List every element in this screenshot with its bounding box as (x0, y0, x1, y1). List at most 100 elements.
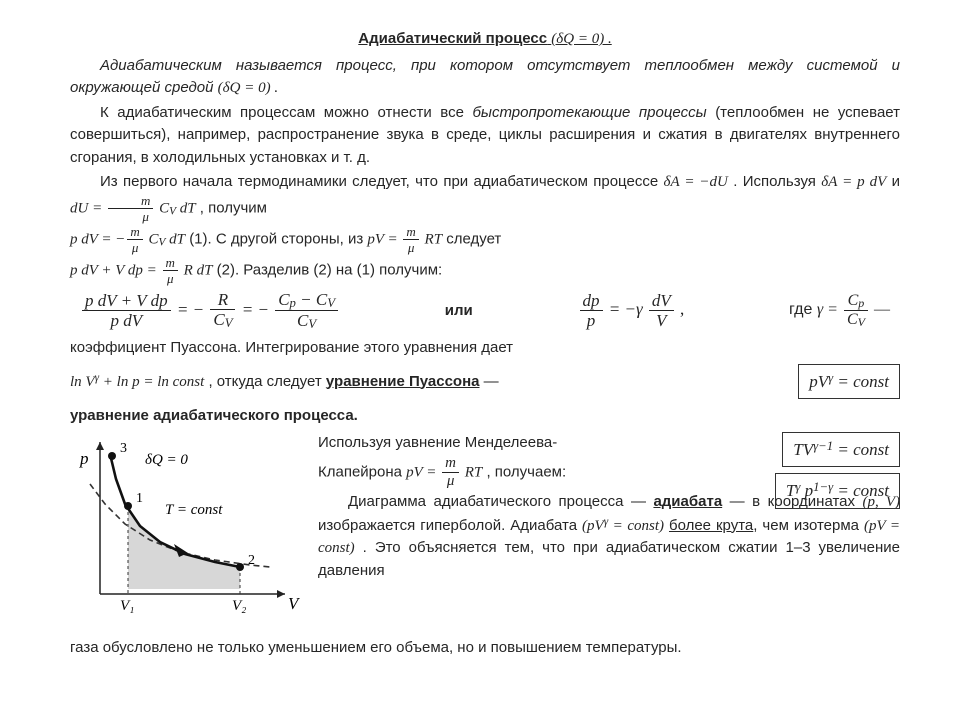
point-1 (124, 502, 132, 510)
p1-formula: (δQ = 0) . (218, 80, 278, 96)
bigeq-right2: где γ = CpCV — (789, 293, 890, 328)
p5-eq6-den: μ (163, 271, 178, 285)
p5-eq6-num: m (163, 256, 178, 271)
poisson-box: pVγ = const (798, 364, 900, 400)
bottom-para: газа обусловлено не только уменьшением е… (70, 637, 900, 660)
r1-eqr: RT (461, 464, 482, 480)
page-title: Адиабатический процесс (δQ = 0) . (70, 28, 900, 51)
bigeq-f3da: C (297, 311, 308, 330)
l7-ul: уравнение Пуассона (326, 373, 480, 390)
p5-eq6-l: p dV + V dp = (70, 262, 161, 278)
r1-eql: pV = (406, 464, 440, 480)
p2-a: К адиабатическим процессам можно отнести… (100, 104, 472, 121)
bigeq-f5n: dV (649, 292, 674, 311)
para-poisson-coef: коэффициент Пуассона. Интегрирование это… (70, 337, 900, 360)
label-2: 2 (248, 553, 255, 568)
p4-eq4-l: p dV = − (70, 231, 125, 247)
r2-c: изображается гиперболой. Адиабата (318, 517, 582, 534)
p3-mid1: . Используя (733, 173, 821, 190)
p4-eq4-mid: C (145, 231, 159, 247)
p2-b: быстропротекающие процессы (472, 104, 706, 121)
r2-a: Диаграмма адиабатического процесса — (348, 493, 653, 510)
y-axis-label: p (79, 449, 89, 468)
bigeq-f2d-a: C (213, 310, 224, 329)
label-1: 1 (136, 491, 143, 506)
r1-c: , получаем: (486, 463, 566, 480)
p4-tag1: (1). С другой стороны, из (189, 230, 367, 247)
p3-eq3-l: dU = (70, 200, 106, 216)
para-examples: К адиабатическим процессам можно отнести… (70, 102, 900, 170)
l7-eq2: + ln p = ln const (99, 374, 204, 390)
p1-italic: Адиабатическим называется процесс, при к… (70, 57, 900, 97)
l7-dash: — (480, 373, 499, 390)
p3-eq3-num: m (108, 194, 153, 209)
r1-a: Используя уавнение Менделеева- (318, 434, 557, 451)
box3-b: p (800, 481, 813, 500)
l7-txt: , откуда следует (208, 373, 325, 390)
r2-d2: = const) (608, 518, 664, 534)
bigeq-f6n: Cp (844, 293, 868, 311)
bigeq-f3ds: V (308, 317, 316, 331)
box3-c: = const (833, 481, 889, 500)
p3-eq1: δA = −dU (664, 174, 728, 190)
p4-eq5-l: pV = (367, 231, 401, 247)
box3-s2: 1−γ (813, 480, 833, 494)
poisson-row: ln Vγ + ln p = ln const , откуда следует… (70, 362, 900, 402)
diagram-shade (128, 506, 240, 589)
bigeq-f3ns2: V (327, 296, 335, 310)
label-tconst: T = const (165, 502, 223, 518)
bigeq-g: γ = (817, 301, 842, 318)
label-3: 3 (120, 441, 127, 456)
bigeq-f6da: C (847, 311, 858, 328)
p5-eq6-r: R dT (180, 262, 213, 278)
box2-s: γ−1 (813, 439, 833, 453)
bigeq-f6ds: V (858, 315, 865, 329)
point-2 (236, 563, 244, 571)
right-boxes: TVγ−1 = const Tγ p1−γ = const (775, 430, 900, 511)
box2-b: = const (833, 440, 889, 459)
p3-eq3-sub: V (169, 205, 176, 217)
bigeq-right1: dpp = −γ dVV , (578, 292, 685, 329)
p4-tail: следует (446, 230, 501, 247)
box2-a: TV (793, 440, 813, 459)
r1-b: Клапейрона (318, 463, 406, 480)
para-eq-line1: p dV = −mμ CV dT (1). С другой стороны, … (70, 225, 900, 254)
para-adiabatic-eq-label: уравнение адиабатического процесса. (70, 405, 900, 428)
r2-d1: (pV (582, 518, 604, 534)
p3-mid2: и (892, 173, 900, 190)
bigeq-or: или (445, 300, 473, 323)
bigeq-left: p dV + V dpp dV = − RCV = − Cp − CVCV (80, 291, 340, 332)
box-tp: Tγ p1−γ = const (775, 473, 900, 509)
p5-tail: (2). Разделив (2) на (1) получим: (217, 261, 443, 278)
v1-label: V₁ (120, 598, 134, 614)
box-tv: TVγ−1 = const (782, 432, 900, 468)
bigeq-where: где (789, 301, 817, 318)
bigeq-f4d: p (580, 311, 603, 329)
bigeq-f1n: p dV + V dp (82, 292, 171, 311)
para-first-law: Из первого начала термодинамики следует,… (70, 171, 900, 223)
label-dq: δQ = 0 (145, 452, 188, 468)
r2-adi: адиабата (653, 493, 722, 510)
p3-eq3-den: μ (108, 209, 153, 223)
p4-eq4-den: μ (127, 240, 142, 254)
point-3 (108, 452, 116, 460)
document-page: Адиабатический процесс (δQ = 0) . Адиаба… (0, 0, 960, 720)
r1-fd: μ (442, 473, 459, 489)
x-axis-label: V (288, 594, 300, 613)
title-text: Адиабатический процесс (358, 30, 547, 47)
bigeq-dash: — (874, 301, 890, 318)
bigeq-f4n: dp (580, 292, 603, 311)
p3-eq3-rr: dT (176, 200, 196, 216)
p4-eq5-den: μ (403, 240, 418, 254)
bigeq-f2d: CV (210, 310, 235, 330)
p4-eq5-r: RT (421, 231, 442, 247)
big-equation-row: p dV + V dpp dV = − RCV = − Cp − CVCV ил… (70, 291, 900, 332)
p3-a: Из первого начала термодинамики следует,… (100, 173, 664, 190)
bigeq-mid3: = −γ (609, 300, 647, 319)
wrap-section: p V V₁ V₂ 3 1 2 δQ = 0 T = const TVγ−1 =… (70, 430, 900, 636)
bigeq-f3d: CV (275, 311, 338, 331)
bigeq-f2n: R (210, 291, 235, 310)
p3-eq2: δA = p dV (821, 174, 886, 190)
bigeq-f3na: C (278, 290, 289, 309)
l7-box: pV (809, 372, 828, 391)
